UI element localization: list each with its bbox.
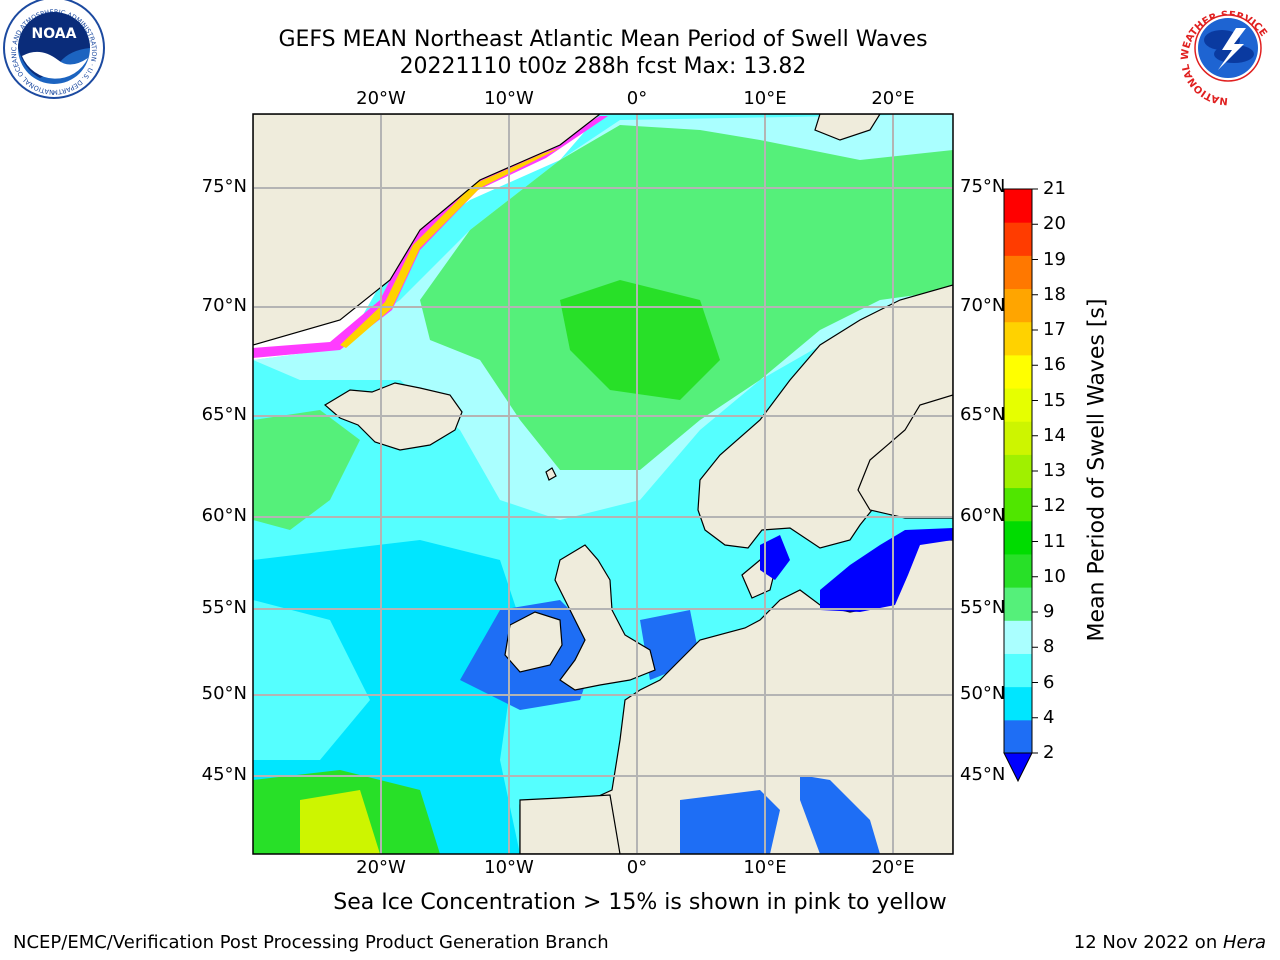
lat-label-right: 75°N [960, 176, 1006, 197]
colorbar-tick-label: 9 [1043, 601, 1055, 622]
noaa-logo-label: NOAA [32, 26, 77, 42]
nws-logo: NATIONAL WEATHER SERVICE [1178, 0, 1278, 106]
colorbar-tick-label: 20 [1043, 213, 1066, 235]
inland-seas [680, 528, 953, 854]
colorbar-segment [1004, 255, 1032, 290]
colorbar-segment [1004, 686, 1032, 721]
lat-label-left: 70°N [201, 295, 247, 316]
map-subtitle: 20221110 t00z 288h fcst Max: 13.82 [399, 54, 807, 79]
map-area [253, 114, 953, 854]
colorbar-tick-label: 11 [1043, 530, 1066, 552]
lat-label-right: 70°N [960, 295, 1006, 316]
lat-label-left: 60°N [201, 505, 247, 526]
colorbar-segment [1004, 189, 1032, 223]
noaa-logo: NATIONAL OCEANIC AND ATMOSPHERIC ADMINIS… [0, 0, 105, 99]
sea-ice-band [253, 116, 608, 358]
footer-date-text: 12 Nov 2022 on [1073, 932, 1223, 953]
colorbar-segment [1004, 653, 1032, 688]
lon-label-top: 20°E [871, 88, 915, 109]
colorbar-tick-label: 2 [1043, 742, 1055, 763]
colorbar-tick-label: 14 [1043, 424, 1066, 446]
colorbar-tick-label: 12 [1043, 495, 1066, 517]
footer-host: Hera [1222, 932, 1266, 953]
footer-credit: NCEP/EMC/Verification Post Processing Pr… [13, 932, 609, 953]
lon-label-bottom: 10°W [484, 857, 534, 878]
colorbar-tick-label: 21 [1043, 178, 1066, 199]
footer-date: 12 Nov 2022 on Hera [1074, 932, 1266, 953]
lon-label-bottom: 20°W [356, 857, 406, 878]
colorbar-tick-label: 15 [1043, 389, 1066, 411]
colorbar-segment [1004, 354, 1032, 389]
colorbar-segment [1004, 520, 1032, 555]
colorbar [1003, 188, 1038, 783]
lon-label-bottom: 20°E [871, 857, 915, 878]
lat-label-left: 55°N [201, 597, 247, 618]
sea-ice-caption: Sea Ice Concentration > 15% is shown in … [333, 890, 947, 915]
colorbar-segment [1004, 620, 1032, 654]
colorbar-tick-label: 18 [1043, 283, 1066, 305]
colorbar-segment [1004, 719, 1032, 754]
colorbar-label: Mean Period of Swell Waves [s] [1084, 298, 1110, 642]
lat-label-right: 65°N [960, 404, 1006, 425]
greenland [253, 114, 601, 346]
lon-label-bottom: 0° [626, 857, 648, 878]
lat-label-right: 45°N [960, 764, 1006, 785]
colorbar-segment [1004, 454, 1032, 489]
colorbar-segment [1004, 421, 1032, 455]
lon-label-top: 10°W [484, 88, 534, 109]
lon-label-top: 10°E [743, 88, 787, 109]
colorbar-extend-arrow [1003, 752, 1033, 783]
colorbar-tick-label: 10 [1043, 565, 1066, 587]
colorbar-tick-label: 16 [1043, 354, 1066, 376]
colorbar-tick-label: 17 [1043, 319, 1066, 340]
lat-label-right: 50°N [960, 683, 1006, 704]
lon-label-top: 20°W [356, 88, 406, 109]
colorbar-tick-label: 8 [1043, 636, 1055, 658]
graticule [253, 114, 953, 854]
colorbar-segment [1004, 321, 1032, 356]
colorbar-segment [1004, 388, 1032, 422]
lat-label-left: 45°N [201, 764, 247, 785]
colorbar-segment [1004, 487, 1032, 522]
colorbar-tick-label: 6 [1043, 671, 1055, 693]
lat-label-left: 75°N [201, 176, 247, 197]
colorbar-segment [1004, 553, 1032, 588]
ireland [504, 611, 563, 673]
map-frame [252, 113, 954, 855]
colorbar-segment [1004, 288, 1032, 323]
colorbar-tick-label: 19 [1043, 248, 1066, 270]
colorbar-tick-label: 4 [1043, 706, 1055, 728]
colorbar-segment [1004, 587, 1032, 621]
lat-label-left: 65°N [201, 404, 247, 425]
great-britain [554, 544, 656, 691]
iberia [519, 794, 621, 854]
lat-label-right: 60°N [960, 505, 1006, 526]
lon-label-top: 0° [626, 88, 648, 109]
lon-label-bottom: 10°E [743, 857, 787, 878]
map-title: GEFS MEAN Northeast Atlantic Mean Period… [278, 27, 928, 52]
lat-label-left: 50°N [201, 683, 247, 704]
colorbar-segment [1004, 222, 1032, 256]
colorbar-tick-label: 13 [1043, 460, 1066, 481]
faroe-islands [545, 467, 557, 481]
svalbard [814, 114, 881, 141]
lat-label-right: 55°N [960, 597, 1006, 618]
